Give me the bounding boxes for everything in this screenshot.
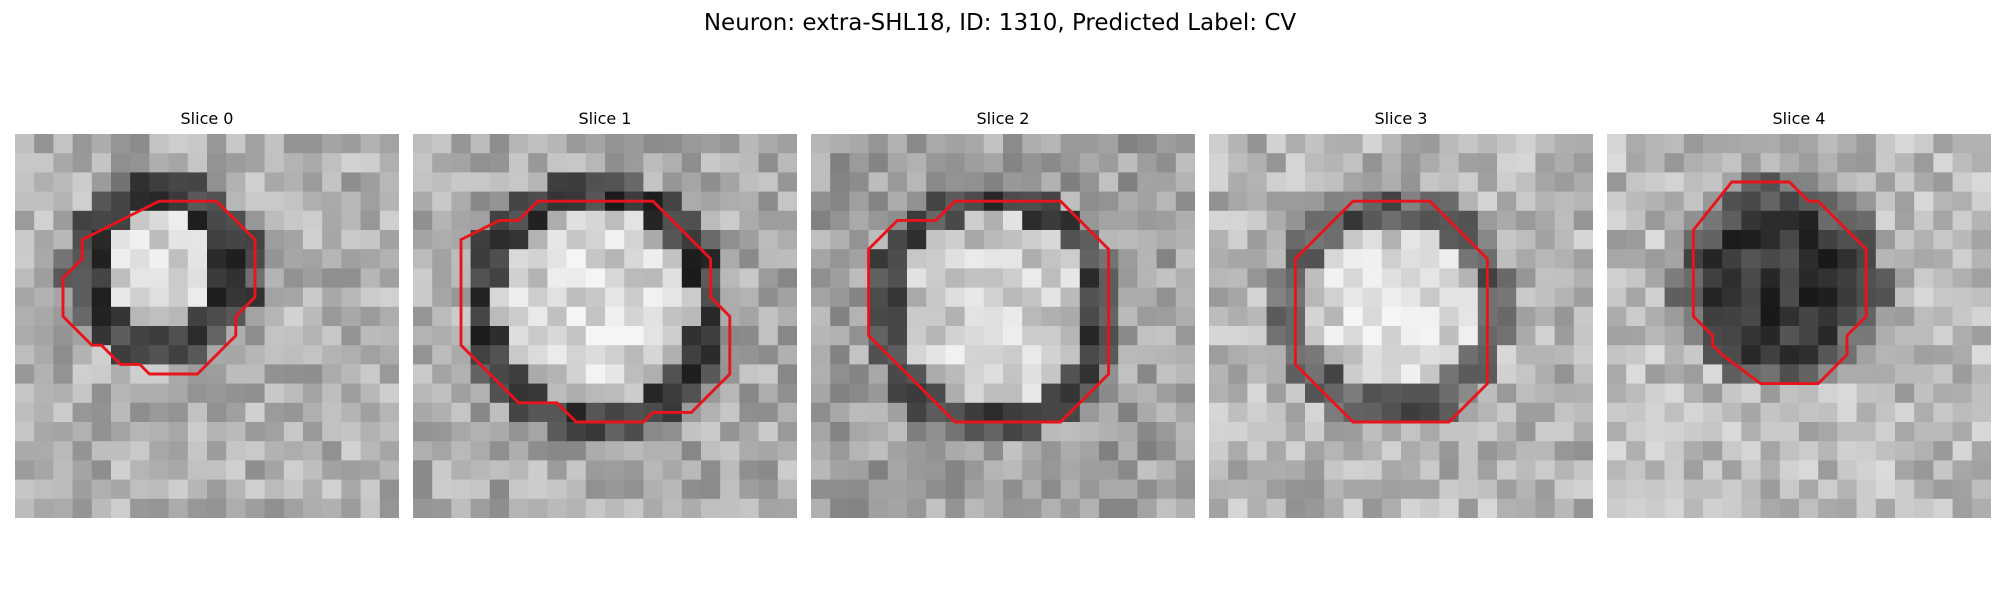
slice-image bbox=[1607, 134, 1991, 518]
contour-outline bbox=[867, 199, 1111, 424]
slice-title: Slice 4 bbox=[1772, 109, 1826, 128]
slice-panel-4: Slice 4 bbox=[1607, 108, 1991, 522]
slice-panel-2: Slice 2 bbox=[811, 108, 1195, 522]
contour-outline bbox=[459, 199, 732, 424]
contour-outline bbox=[61, 199, 257, 376]
slice-panel-0: Slice 0 bbox=[15, 108, 399, 522]
pixel-grid bbox=[413, 134, 797, 518]
slice-title: Slice 1 bbox=[578, 109, 632, 128]
slice-image bbox=[1209, 134, 1593, 518]
contour-outline bbox=[1691, 180, 1868, 386]
slice-title: Slice 3 bbox=[1374, 109, 1428, 128]
slice-image bbox=[413, 134, 797, 518]
slice-image bbox=[811, 134, 1195, 518]
pixel-grid bbox=[1209, 134, 1593, 518]
slice-image bbox=[15, 134, 399, 518]
pixel-grid bbox=[1607, 134, 1991, 518]
slice-title: Slice 0 bbox=[180, 109, 234, 128]
pixel-grid bbox=[811, 134, 1195, 518]
figure-title: Neuron: extra-SHL18, ID: 1310, Predicted… bbox=[703, 10, 1297, 36]
slice-title: Slice 2 bbox=[976, 109, 1030, 128]
pixel-grid bbox=[15, 134, 399, 518]
contour-outline bbox=[1293, 199, 1489, 424]
slice-panel-3: Slice 3 bbox=[1209, 108, 1593, 522]
slice-panel-1: Slice 1 bbox=[413, 108, 797, 522]
